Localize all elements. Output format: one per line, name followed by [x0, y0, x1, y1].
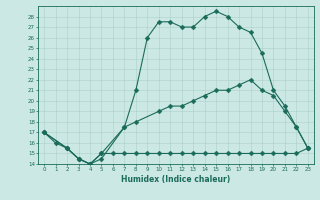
X-axis label: Humidex (Indice chaleur): Humidex (Indice chaleur)	[121, 175, 231, 184]
